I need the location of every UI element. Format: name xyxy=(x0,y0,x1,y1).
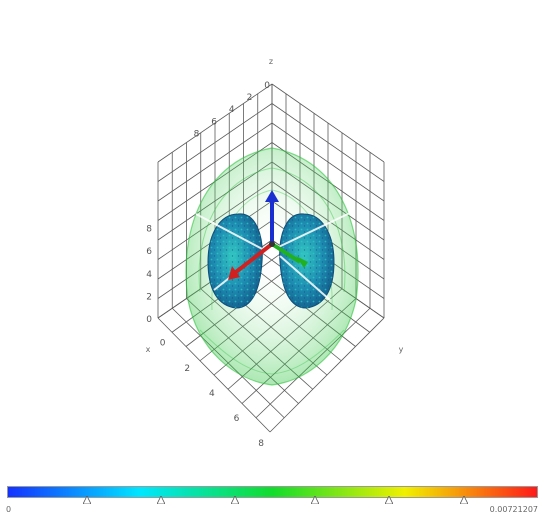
colorbar-handle[interactable] xyxy=(385,496,393,504)
colorbar-handle[interactable] xyxy=(157,496,165,504)
left-tick-label: 4 xyxy=(146,270,152,280)
bottom-tick-label: 4 xyxy=(209,389,215,399)
colorbar-handle[interactable] xyxy=(460,496,468,504)
z-tick-label: 0 xyxy=(264,81,270,91)
volume-render-scene: z x y 0 2 4 6 8 8 6 4 2 0 0 2 4 6 8 xyxy=(0,0,545,470)
z-tick-label: 8 xyxy=(194,129,200,139)
bottom-tick-label: 2 xyxy=(184,364,190,374)
left-tick-label: 2 xyxy=(146,292,152,302)
z-tick-label: 6 xyxy=(211,117,217,127)
left-tick-label: 8 xyxy=(146,225,152,235)
colorbar-max-label: 0.00721207 xyxy=(490,505,538,514)
bottom-tick-label: 0 xyxy=(160,339,166,349)
colorbar-min-label: 0 xyxy=(6,505,11,514)
bottom-tick-label: 6 xyxy=(234,414,240,424)
left-tick-label: 0 xyxy=(146,315,152,325)
z-tick-label: 4 xyxy=(229,105,235,115)
left-tick-labels: 8 6 4 2 0 xyxy=(146,225,152,325)
3d-viewport[interactable]: z x y 0 2 4 6 8 8 6 4 2 0 0 2 4 6 8 xyxy=(0,0,545,470)
colorbar-handle[interactable] xyxy=(83,496,91,504)
density-lobe-left xyxy=(208,214,262,308)
axis-label-y: y xyxy=(399,345,404,354)
bottom-tick-label: 8 xyxy=(258,439,264,449)
axis-label-z: z xyxy=(269,57,273,66)
axis-label-x: x xyxy=(146,345,151,354)
left-tick-label: 6 xyxy=(146,247,152,257)
colorbar-handle[interactable] xyxy=(311,496,319,504)
density-lobe-right xyxy=(280,214,334,308)
z-tick-label: 2 xyxy=(247,93,253,103)
colorbar-handle[interactable] xyxy=(231,496,239,504)
